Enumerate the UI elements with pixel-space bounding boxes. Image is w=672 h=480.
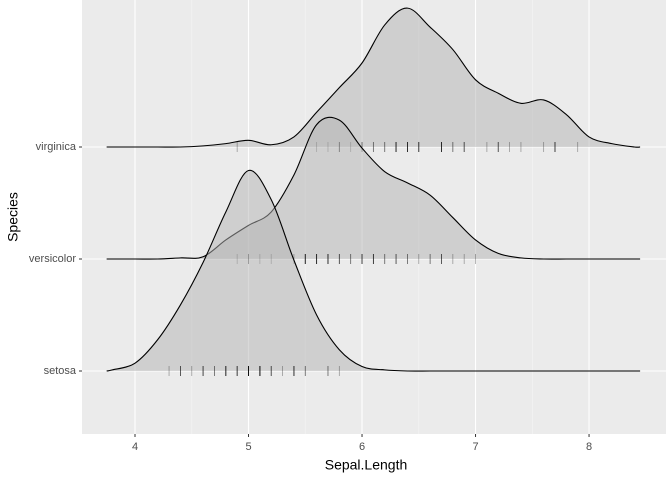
- ridge-area: [106, 117, 641, 260]
- x-tick-label: 8: [586, 441, 592, 453]
- x-tick-label: 5: [245, 441, 251, 453]
- y-tick-label: setosa: [44, 365, 77, 377]
- ridge-area: [106, 8, 641, 148]
- y-tick-label: versicolor: [29, 253, 76, 265]
- ridge-area: [106, 170, 641, 372]
- x-tick-label: 7: [472, 441, 478, 453]
- x-axis-title: Sepal.Length: [325, 457, 408, 473]
- ridge-line: [106, 169, 641, 372]
- y-axis-title: Species: [5, 192, 21, 242]
- ridge-line: [106, 116, 641, 260]
- ridge-line: [106, 7, 641, 148]
- x-tick-label: 4: [132, 441, 138, 453]
- x-tick-label: 6: [359, 441, 365, 453]
- y-tick-label: virginica: [36, 141, 77, 153]
